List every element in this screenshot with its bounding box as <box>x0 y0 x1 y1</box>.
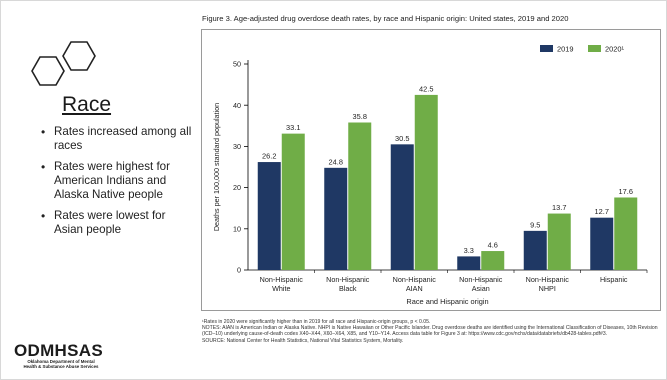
bar-2020-2 <box>414 94 438 271</box>
chart-frame: 0 10 20 30 40 50 Deaths per 100,000 standard p… <box>201 29 661 311</box>
y-tick-label: 0 <box>237 266 241 275</box>
x-tick-label: AIAN <box>406 284 423 293</box>
y-tick-label: 10 <box>233 224 241 233</box>
y-tick-label: 30 <box>233 142 241 151</box>
bar-2020-4 <box>547 213 571 270</box>
logo-subtitle-line2: Health & Substance Abuse Services <box>23 364 99 369</box>
bar-2019-5 <box>590 217 614 270</box>
data-label-2019-1: 24.8 <box>329 157 343 166</box>
data-label-2020-4: 13.7 <box>552 203 566 212</box>
data-label-2020-5: 17.6 <box>619 187 633 196</box>
x-tick-label: Hispanic <box>600 275 628 284</box>
bar-2019-4 <box>523 230 547 270</box>
x-tick-label: Asian <box>472 284 490 293</box>
bullet-list: Rates increased among all races Rates we… <box>41 125 193 244</box>
x-tick-label: Non-Hispanic <box>459 275 503 284</box>
x-tick-label: NHPI <box>539 284 556 293</box>
x-tick-label: White <box>272 284 290 293</box>
bullet-item: Rates were lowest for Asian people <box>41 209 193 237</box>
data-label-2020-3: 4.6 <box>488 241 498 250</box>
data-label-2019-3: 3.3 <box>464 246 474 255</box>
bar-2020-3 <box>481 251 505 270</box>
data-label-2020-0: 33.1 <box>286 123 300 132</box>
data-label-2019-2: 30.5 <box>395 134 409 143</box>
footnotes: ¹Rates in 2020 were significantly higher… <box>202 319 662 344</box>
x-tick-label: Non-Hispanic <box>393 275 437 284</box>
bar-2019-3 <box>457 256 481 270</box>
x-tick-label: Non-Hispanic <box>526 275 570 284</box>
legend-swatch-2019 <box>540 45 553 52</box>
section-heading: Race <box>62 93 112 116</box>
bullet-item: Rates increased among all races <box>41 125 193 153</box>
bar-chart: 0 10 20 30 40 50 Deaths per 100,000 standard p… <box>212 45 648 306</box>
figure-title: Figure 3. Age-adjusted drug overdose dea… <box>202 14 569 23</box>
bar-2020-5 <box>614 197 638 270</box>
x-tick-label: Non-Hispanic <box>326 275 370 284</box>
bar-2019-1 <box>324 167 348 270</box>
y-axis-label: Deaths per 100,000 standard population <box>212 103 221 231</box>
bar-2020-0 <box>281 133 305 270</box>
logo-wordmark: ODMHSAS <box>14 341 103 360</box>
y-tick-label: 40 <box>233 101 241 110</box>
data-label-2020-2: 42.5 <box>419 84 433 93</box>
bar-2020-1 <box>348 122 372 270</box>
bar-2019-2 <box>390 144 414 270</box>
footnote-significance: ¹Rates in 2020 were significantly higher… <box>202 319 431 325</box>
footnote-notes: NOTES: AIAN is American Indian or Alaska… <box>202 325 658 338</box>
footnote-source: SOURCE: National Center for Health Stati… <box>202 337 404 344</box>
y-tick-label: 20 <box>233 183 241 192</box>
bullet-item: Rates were highest for American Indians … <box>41 160 193 202</box>
logo-subtitle-line1: Oklahoma Department of Mental <box>27 359 95 364</box>
data-label-2019-0: 26.2 <box>262 152 276 161</box>
data-label-2019-5: 12.7 <box>595 207 609 216</box>
hexagon-icon <box>31 41 96 86</box>
data-label-2019-4: 9.5 <box>530 220 540 229</box>
legend-label-2019: 2019 <box>557 45 573 54</box>
odmhsas-logo: ODMHSAS Oklahoma Department of Mental He… <box>14 342 134 369</box>
legend-label-2020: 2020¹ <box>605 45 624 54</box>
x-tick-label: Non-Hispanic <box>260 275 304 284</box>
x-axis-label: Race and Hispanic origin <box>406 297 488 306</box>
bar-2019-0 <box>257 162 281 270</box>
legend-swatch-2020 <box>588 45 601 52</box>
y-tick-label: 50 <box>233 60 241 69</box>
data-label-2020-1: 35.8 <box>353 112 367 121</box>
x-tick-label: Black <box>339 284 357 293</box>
